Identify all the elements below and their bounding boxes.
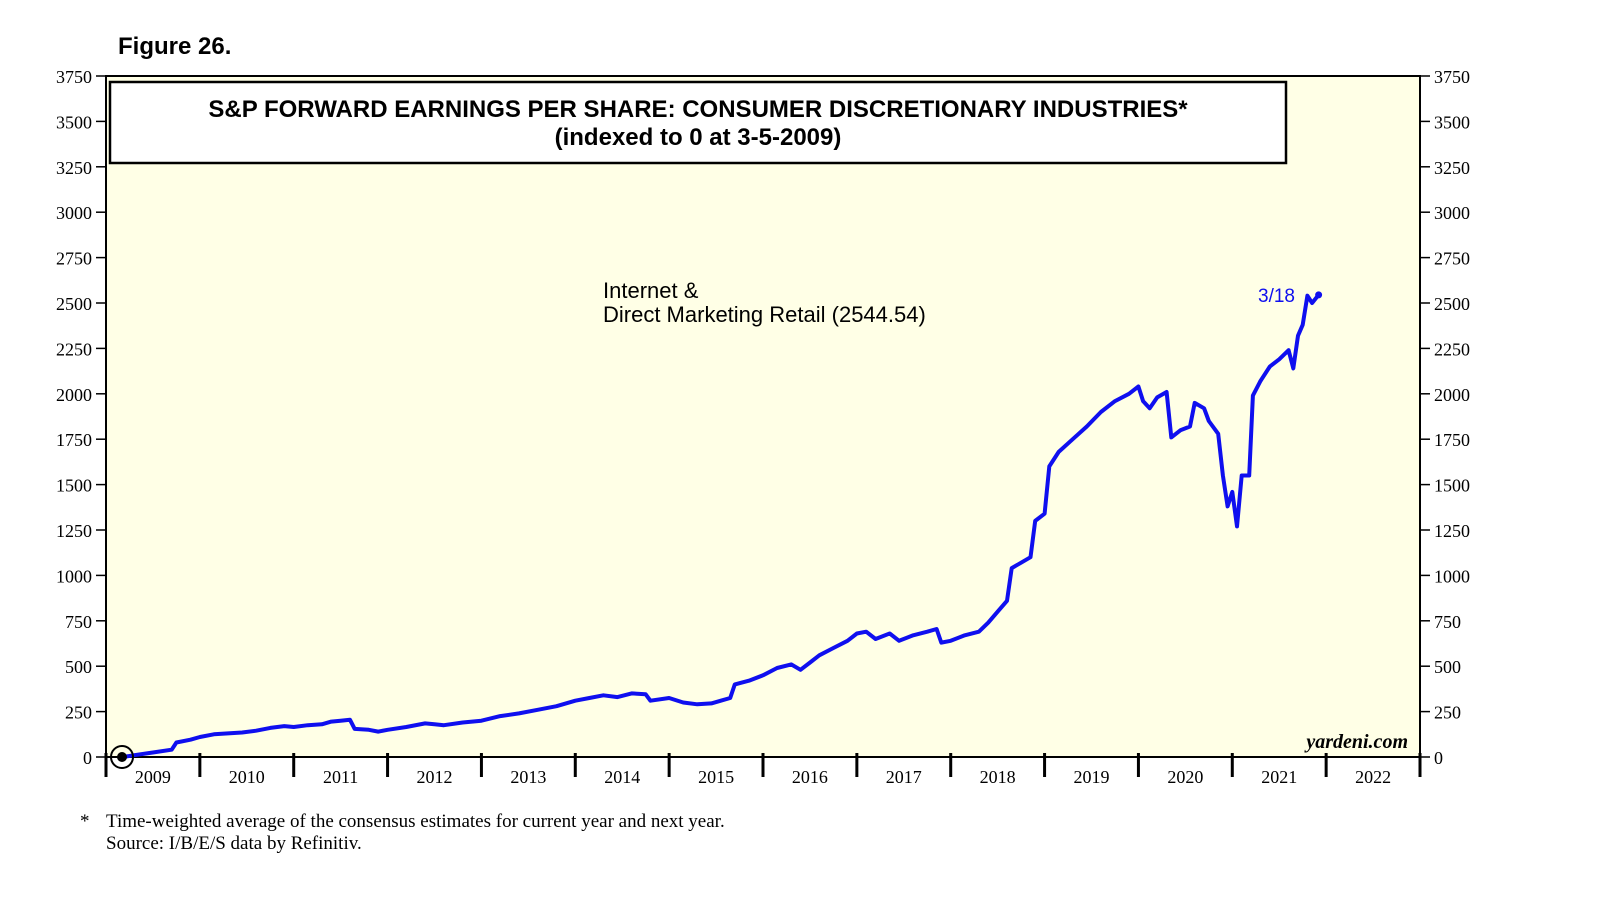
series-end-label: 3/18 — [1258, 286, 1295, 307]
y-tick-label-left: 750 — [65, 612, 92, 632]
x-tick-label: 2011 — [323, 767, 358, 787]
footnote-line: * Time-weighted average of the consensus … — [80, 811, 725, 833]
title-box: S&P FORWARD EARNINGS PER SHARE: CONSUMER… — [108, 80, 1288, 165]
y-tick-label-left: 3000 — [56, 203, 92, 223]
y-tick-label-right: 1250 — [1434, 521, 1470, 541]
y-tick-label-left: 2000 — [56, 385, 92, 405]
y-tick-label-left: 1750 — [56, 430, 92, 450]
y-tick-label-left: 250 — [65, 703, 92, 723]
series-line-internet-direct-marketing-retail — [120, 292, 1321, 759]
axes: 0 0 250 250 500 500 750 750 1000 1000 1250 1250 1500… — [56, 67, 1470, 787]
y-tick-label-right: 2500 — [1434, 294, 1470, 314]
y-tick-label-right: 3000 — [1434, 203, 1470, 223]
x-tick-label: 2017 — [886, 767, 922, 787]
y-tick-label-left: 1500 — [56, 476, 92, 496]
origin-marker — [110, 745, 134, 769]
x-tick-label: 2015 — [698, 767, 734, 787]
chart-title: S&P FORWARD EARNINGS PER SHARE: CONSUMER… — [208, 96, 1188, 123]
series-endpoint — [1315, 291, 1323, 299]
x-tick-label: 2009 — [135, 767, 171, 787]
series-label-line2: Direct Marketing Retail (2544.54) — [603, 302, 926, 327]
y-tick-label-left: 500 — [65, 657, 92, 677]
plot-area — [105, 75, 1421, 758]
x-tick-label: 2019 — [1074, 767, 1110, 787]
y-tick-label-left: 2500 — [56, 294, 92, 314]
y-tick-label-left: 3500 — [56, 112, 92, 132]
y-tick-label-left: 3250 — [56, 158, 92, 178]
x-tick-label: 2012 — [417, 767, 453, 787]
y-tick-label-right: 3500 — [1434, 112, 1470, 132]
footnote: * Time-weighted average of the consensus … — [80, 811, 725, 855]
y-tick-label-right: 3750 — [1434, 67, 1470, 87]
y-tick-label-left: 0 — [83, 748, 92, 768]
y-tick-label-left: 1000 — [56, 566, 92, 586]
footnote-marker: * — [80, 811, 90, 832]
x-tick-label: 2016 — [792, 767, 828, 787]
x-tick-label: 2010 — [229, 767, 265, 787]
figure-label: Figure 26. — [118, 33, 232, 60]
x-tick-label: 2021 — [1261, 767, 1297, 787]
chart-subtitle: (indexed to 0 at 3-5-2009) — [555, 124, 842, 151]
y-tick-label-right: 2000 — [1434, 385, 1470, 405]
x-tick-label: 2013 — [510, 767, 546, 787]
x-tick-label: 2020 — [1167, 767, 1203, 787]
y-tick-label-right: 500 — [1434, 657, 1461, 677]
y-tick-label-left: 2750 — [56, 249, 92, 269]
y-tick-label-right: 2750 — [1434, 249, 1470, 269]
y-tick-label-right: 2250 — [1434, 339, 1470, 359]
watermark: yardeni.com — [1304, 731, 1408, 753]
series-label-line1: Internet & — [603, 278, 699, 303]
y-tick-label-right: 1750 — [1434, 430, 1470, 450]
x-tick-label: 2022 — [1355, 767, 1391, 787]
series-layer — [120, 291, 1323, 759]
y-tick-label-right: 1000 — [1434, 566, 1470, 586]
y-tick-label-right: 0 — [1434, 748, 1443, 768]
y-tick-label-right: 3250 — [1434, 158, 1470, 178]
source-note: Source: I/B/E/S data by Refinitiv. — [106, 833, 362, 854]
y-tick-label-left: 3750 — [56, 67, 92, 87]
x-tick-label: 2014 — [604, 767, 640, 787]
y-tick-label-left: 2250 — [56, 339, 92, 359]
footnote-text: Time-weighted average of the consensus e… — [106, 811, 725, 832]
x-tick-label: 2018 — [980, 767, 1016, 787]
y-tick-label-right: 1500 — [1434, 476, 1470, 496]
y-tick-label-right: 750 — [1434, 612, 1461, 632]
y-tick-label-right: 250 — [1434, 703, 1461, 723]
y-tick-label-left: 1250 — [56, 521, 92, 541]
